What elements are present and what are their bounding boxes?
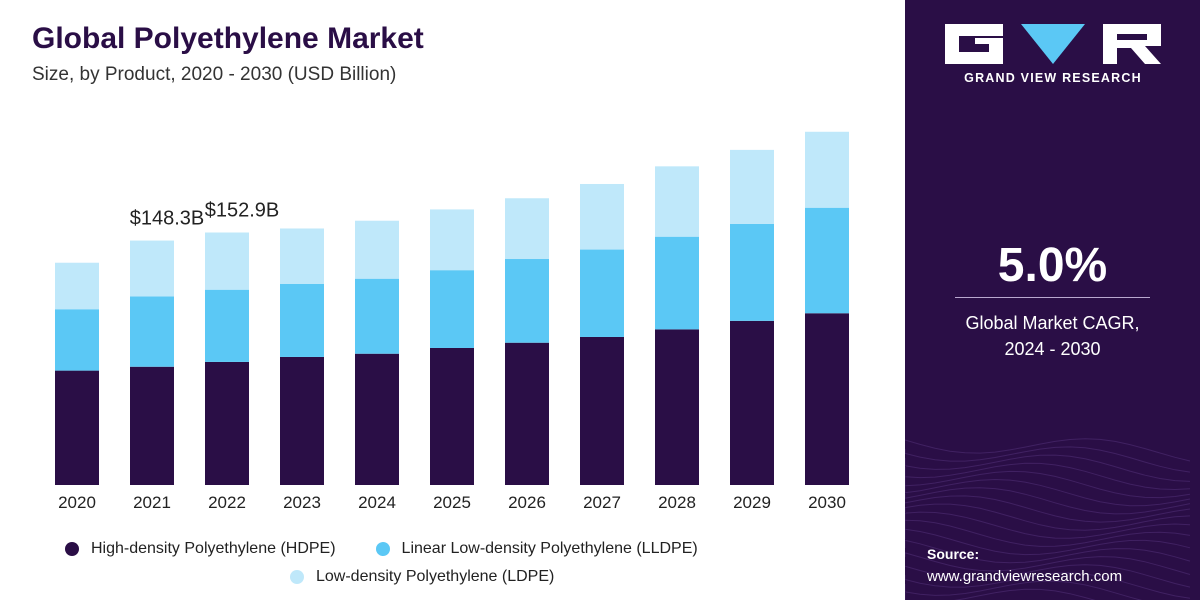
bar-2027-lldpe	[580, 249, 624, 337]
bar-2026-ldpe	[505, 198, 549, 260]
bar-2030-ldpe	[805, 131, 849, 208]
gvr-logo-icon	[945, 24, 1161, 64]
x-tick-label-2020: 2020	[58, 493, 96, 512]
legend-item-hdpe: High-density Polyethylene (HDPE)	[65, 540, 336, 558]
cagr-value: 5.0%	[997, 239, 1108, 292]
x-tick-label-2021: 2021	[133, 493, 171, 512]
bar-2023-ldpe	[280, 228, 324, 284]
bar-2029-ldpe	[730, 149, 774, 224]
x-tick-label-2022: 2022	[208, 493, 246, 512]
bar-2021-lldpe	[130, 296, 174, 367]
wave-line	[905, 539, 1191, 564]
data-label-2022: $152.9B	[205, 200, 280, 222]
wave-line	[905, 552, 1191, 575]
chart-area: Global Polyethylene Market Size, by Prod…	[32, 22, 849, 586]
wave-line	[905, 503, 1191, 531]
x-tick-label-2023: 2023	[283, 493, 321, 512]
bar-2026-hdpe	[505, 342, 549, 485]
x-tick-label-2028: 2028	[658, 493, 696, 512]
cagr-label-line1: Global Market CAGR,	[965, 313, 1140, 333]
bar-2024-hdpe	[355, 353, 399, 485]
legend-row-2: Low-density Polyethylene (LDPE)	[290, 568, 594, 586]
cagr-label-line2: 2024 - 2030	[1004, 339, 1101, 359]
brand-name: GRAND VIEW RESEARCH	[964, 71, 1142, 85]
legend-row-1: High-density Polyethylene (HDPE) Linear …	[65, 540, 738, 558]
info-panel: GRAND VIEW RESEARCH 5.0% Global Market C…	[905, 0, 1200, 600]
bar-2028-hdpe	[655, 329, 699, 485]
bar-2021-hdpe	[130, 366, 174, 485]
wave-line	[905, 495, 1191, 523]
bar-2027-ldpe	[580, 183, 624, 250]
bar-2022-ldpe	[205, 232, 249, 290]
bar-2027-hdpe	[580, 336, 624, 485]
legend-label-hdpe: High-density Polyethylene (HDPE)	[91, 540, 336, 557]
wave-line	[905, 511, 1191, 539]
wave-line	[905, 470, 1191, 499]
bar-2023-lldpe	[280, 283, 324, 357]
wave-pattern-decoration	[905, 438, 1191, 600]
bar-2028-lldpe	[655, 236, 699, 330]
wave-line	[905, 519, 1191, 547]
bar-2020-hdpe	[55, 370, 99, 485]
stacked-bar-chart: 2020 2021 $148.3B 2022 $152.9B 2023 2024 2025 20…	[55, 131, 849, 512]
wave-line	[905, 487, 1191, 515]
cagr-label: Global Market CAGR, 2024 - 2030	[905, 310, 1200, 362]
wave-line	[905, 564, 1191, 588]
x-tick-label-2027: 2027	[583, 493, 621, 512]
legend-dot-ldpe	[290, 570, 304, 584]
data-label-2021: $148.3B	[130, 208, 205, 230]
bar-2024-lldpe	[355, 278, 399, 354]
x-tick-label-2026: 2026	[508, 493, 546, 512]
wave-line	[905, 438, 1191, 462]
bar-2021-ldpe	[130, 240, 174, 297]
wave-line	[905, 462, 1191, 491]
legend-dot-lldpe	[375, 542, 390, 556]
cagr-divider	[955, 297, 1150, 298]
bar-2026-lldpe	[505, 259, 549, 343]
bar-2020-lldpe	[55, 309, 99, 371]
legend-label-ldpe: Low-density Polyethylene (LDPE)	[316, 568, 555, 585]
bar-2030-lldpe	[805, 207, 849, 314]
wave-line	[905, 478, 1191, 507]
bar-2022-hdpe	[205, 361, 249, 485]
bar-2029-lldpe	[730, 223, 774, 321]
x-tick-label-2030: 2030	[808, 493, 846, 512]
bar-2024-ldpe	[355, 220, 399, 279]
legend-item-lldpe: Linear Low-density Polyethylene (LLDPE)	[375, 540, 698, 558]
source-link[interactable]: www.grandviewresearch.com	[927, 568, 1123, 585]
chart-subtitle: Size, by Product, 2020 - 2030 (USD Billi…	[32, 64, 397, 85]
x-tick-label-2024: 2024	[358, 493, 396, 512]
bar-2020-ldpe	[55, 262, 99, 310]
bar-2023-hdpe	[280, 356, 324, 485]
wave-line	[905, 572, 1191, 599]
bar-2029-hdpe	[730, 320, 774, 485]
legend-label-lldpe: Linear Low-density Polyethylene (LLDPE)	[401, 540, 698, 557]
bar-2022-lldpe	[205, 289, 249, 362]
bar-2030-hdpe	[805, 313, 849, 485]
chart-title: Global Polyethylene Market	[32, 22, 424, 55]
source-label: Source:	[927, 546, 980, 562]
bar-2025-hdpe	[430, 347, 474, 485]
wave-line	[905, 454, 1191, 482]
x-tick-label-2029: 2029	[733, 493, 771, 512]
bar-2025-ldpe	[430, 209, 474, 271]
bar-2025-lldpe	[430, 270, 474, 348]
bar-2028-ldpe	[655, 166, 699, 237]
wave-line	[905, 446, 1191, 473]
wave-line	[905, 588, 1096, 600]
legend-dot-hdpe	[65, 542, 79, 556]
legend-item-ldpe: Low-density Polyethylene (LDPE)	[290, 568, 554, 586]
x-tick-label-2025: 2025	[433, 493, 471, 512]
wave-line	[905, 528, 1191, 556]
